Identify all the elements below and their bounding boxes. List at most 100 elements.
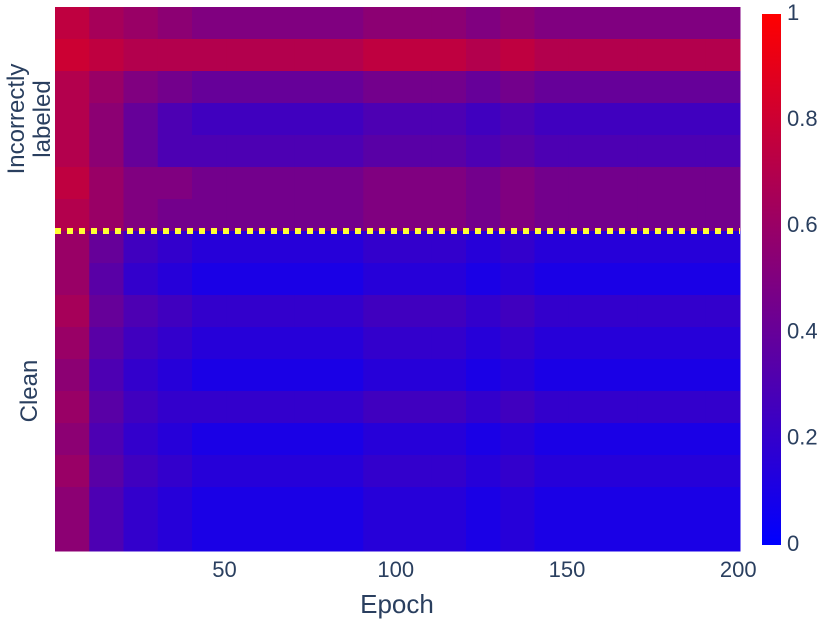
heatmap-cell [603,167,638,200]
heatmap-cell [637,103,672,136]
heatmap-cell [294,487,330,520]
heatmap-cell [157,199,193,232]
heatmap-cell [192,487,227,520]
x-tick-label: 150 [549,557,586,582]
heatmap-cell [329,199,364,232]
heatmap-cell [397,7,433,40]
heatmap-cell [637,263,672,296]
heatmap-cell [568,295,604,328]
heatmap-cell [397,135,433,168]
heatmap-cell [534,423,570,456]
x-tick-label: 50 [212,557,236,582]
heatmap-cell [294,135,330,168]
heatmap-cell [363,7,398,40]
heatmap-cell [329,359,364,392]
heatmap-cell [363,455,398,488]
heatmap-cell [671,263,707,296]
heatmap-cell [294,103,330,136]
heatmap-cell [534,103,570,136]
heatmap-cell [123,487,159,520]
heatmap-cell [534,487,570,520]
heatmap-cell [603,199,638,232]
heatmap-cell [123,103,159,136]
heatmap-cell [397,455,433,488]
heatmap-cell [671,231,707,264]
heatmap-cell [603,359,638,392]
heatmap-cell [431,135,467,168]
heatmap-cell [431,7,467,40]
heatmap-cell [603,71,638,104]
heatmap-cell [157,231,193,264]
heatmap-cell [294,519,330,552]
heatmap-cell [568,391,604,424]
heatmap-cell [466,7,501,40]
heatmap-cell [431,263,467,296]
heatmap-cell [55,135,90,168]
heatmap-cell [157,71,193,104]
heatmap-cell [603,7,638,40]
heatmap-cell [671,7,707,40]
colorbar [762,14,781,545]
heatmap-cell [55,71,90,104]
heatmap-cell [89,7,124,40]
heatmap-cell [192,231,227,264]
heatmap-cell [329,327,364,360]
heatmap-cell [603,135,638,168]
group-label: Clean [16,359,43,423]
heatmap-cell [705,167,741,200]
heatmap-cell [157,135,193,168]
heatmap-cell [500,423,535,456]
heatmap-cell [89,263,124,296]
heatmap-cell [397,231,433,264]
heatmap-cell [466,391,501,424]
heatmap-cell [568,327,604,360]
heatmap-cell [705,103,741,136]
heatmap-cell [363,135,398,168]
heatmap-cell [226,327,261,360]
heatmap-cell [294,327,330,360]
heatmap-cell [294,7,330,40]
heatmap-cell [363,391,398,424]
heatmap-cell [705,199,741,232]
heatmap-cell [260,103,296,136]
heatmap-cell [329,423,364,456]
heatmap-cell [89,391,124,424]
heatmap-cell [534,327,570,360]
heatmap-cell [55,519,90,552]
heatmap-cell [260,7,296,40]
heatmap-cell [466,231,501,264]
heatmap-cell [89,359,124,392]
heatmap-cell [329,487,364,520]
heatmap-cell [157,167,193,200]
heatmap-cell [603,487,638,520]
heatmap-cell [226,231,261,264]
heatmap-cell [466,199,501,232]
heatmap-cell [705,135,741,168]
heatmap-cell [363,39,398,72]
heatmap-cell [294,423,330,456]
heatmap-cell [705,391,741,424]
heatmap-cell [500,199,535,232]
heatmap-cell [397,519,433,552]
heatmap-cell [534,39,570,72]
heatmap-cell [89,167,124,200]
heatmap-cell [534,7,570,40]
heatmap-cell [431,231,467,264]
heatmap-cell [671,423,707,456]
heatmap-cell [500,455,535,488]
heatmap-cell [226,167,261,200]
heatmap-cell [534,263,570,296]
heatmap-cell [123,295,159,328]
heatmap-cell [226,39,261,72]
heatmap-cell [431,455,467,488]
heatmap-cell [123,519,159,552]
heatmap-cell [363,487,398,520]
heatmap-cell [226,391,261,424]
heatmap-cell [466,167,501,200]
heatmap-cell [89,519,124,552]
heatmap-cell [89,71,124,104]
heatmap-cell [123,71,159,104]
heatmap-cell [671,455,707,488]
heatmap-cell [157,359,193,392]
heatmap-cell [500,359,535,392]
